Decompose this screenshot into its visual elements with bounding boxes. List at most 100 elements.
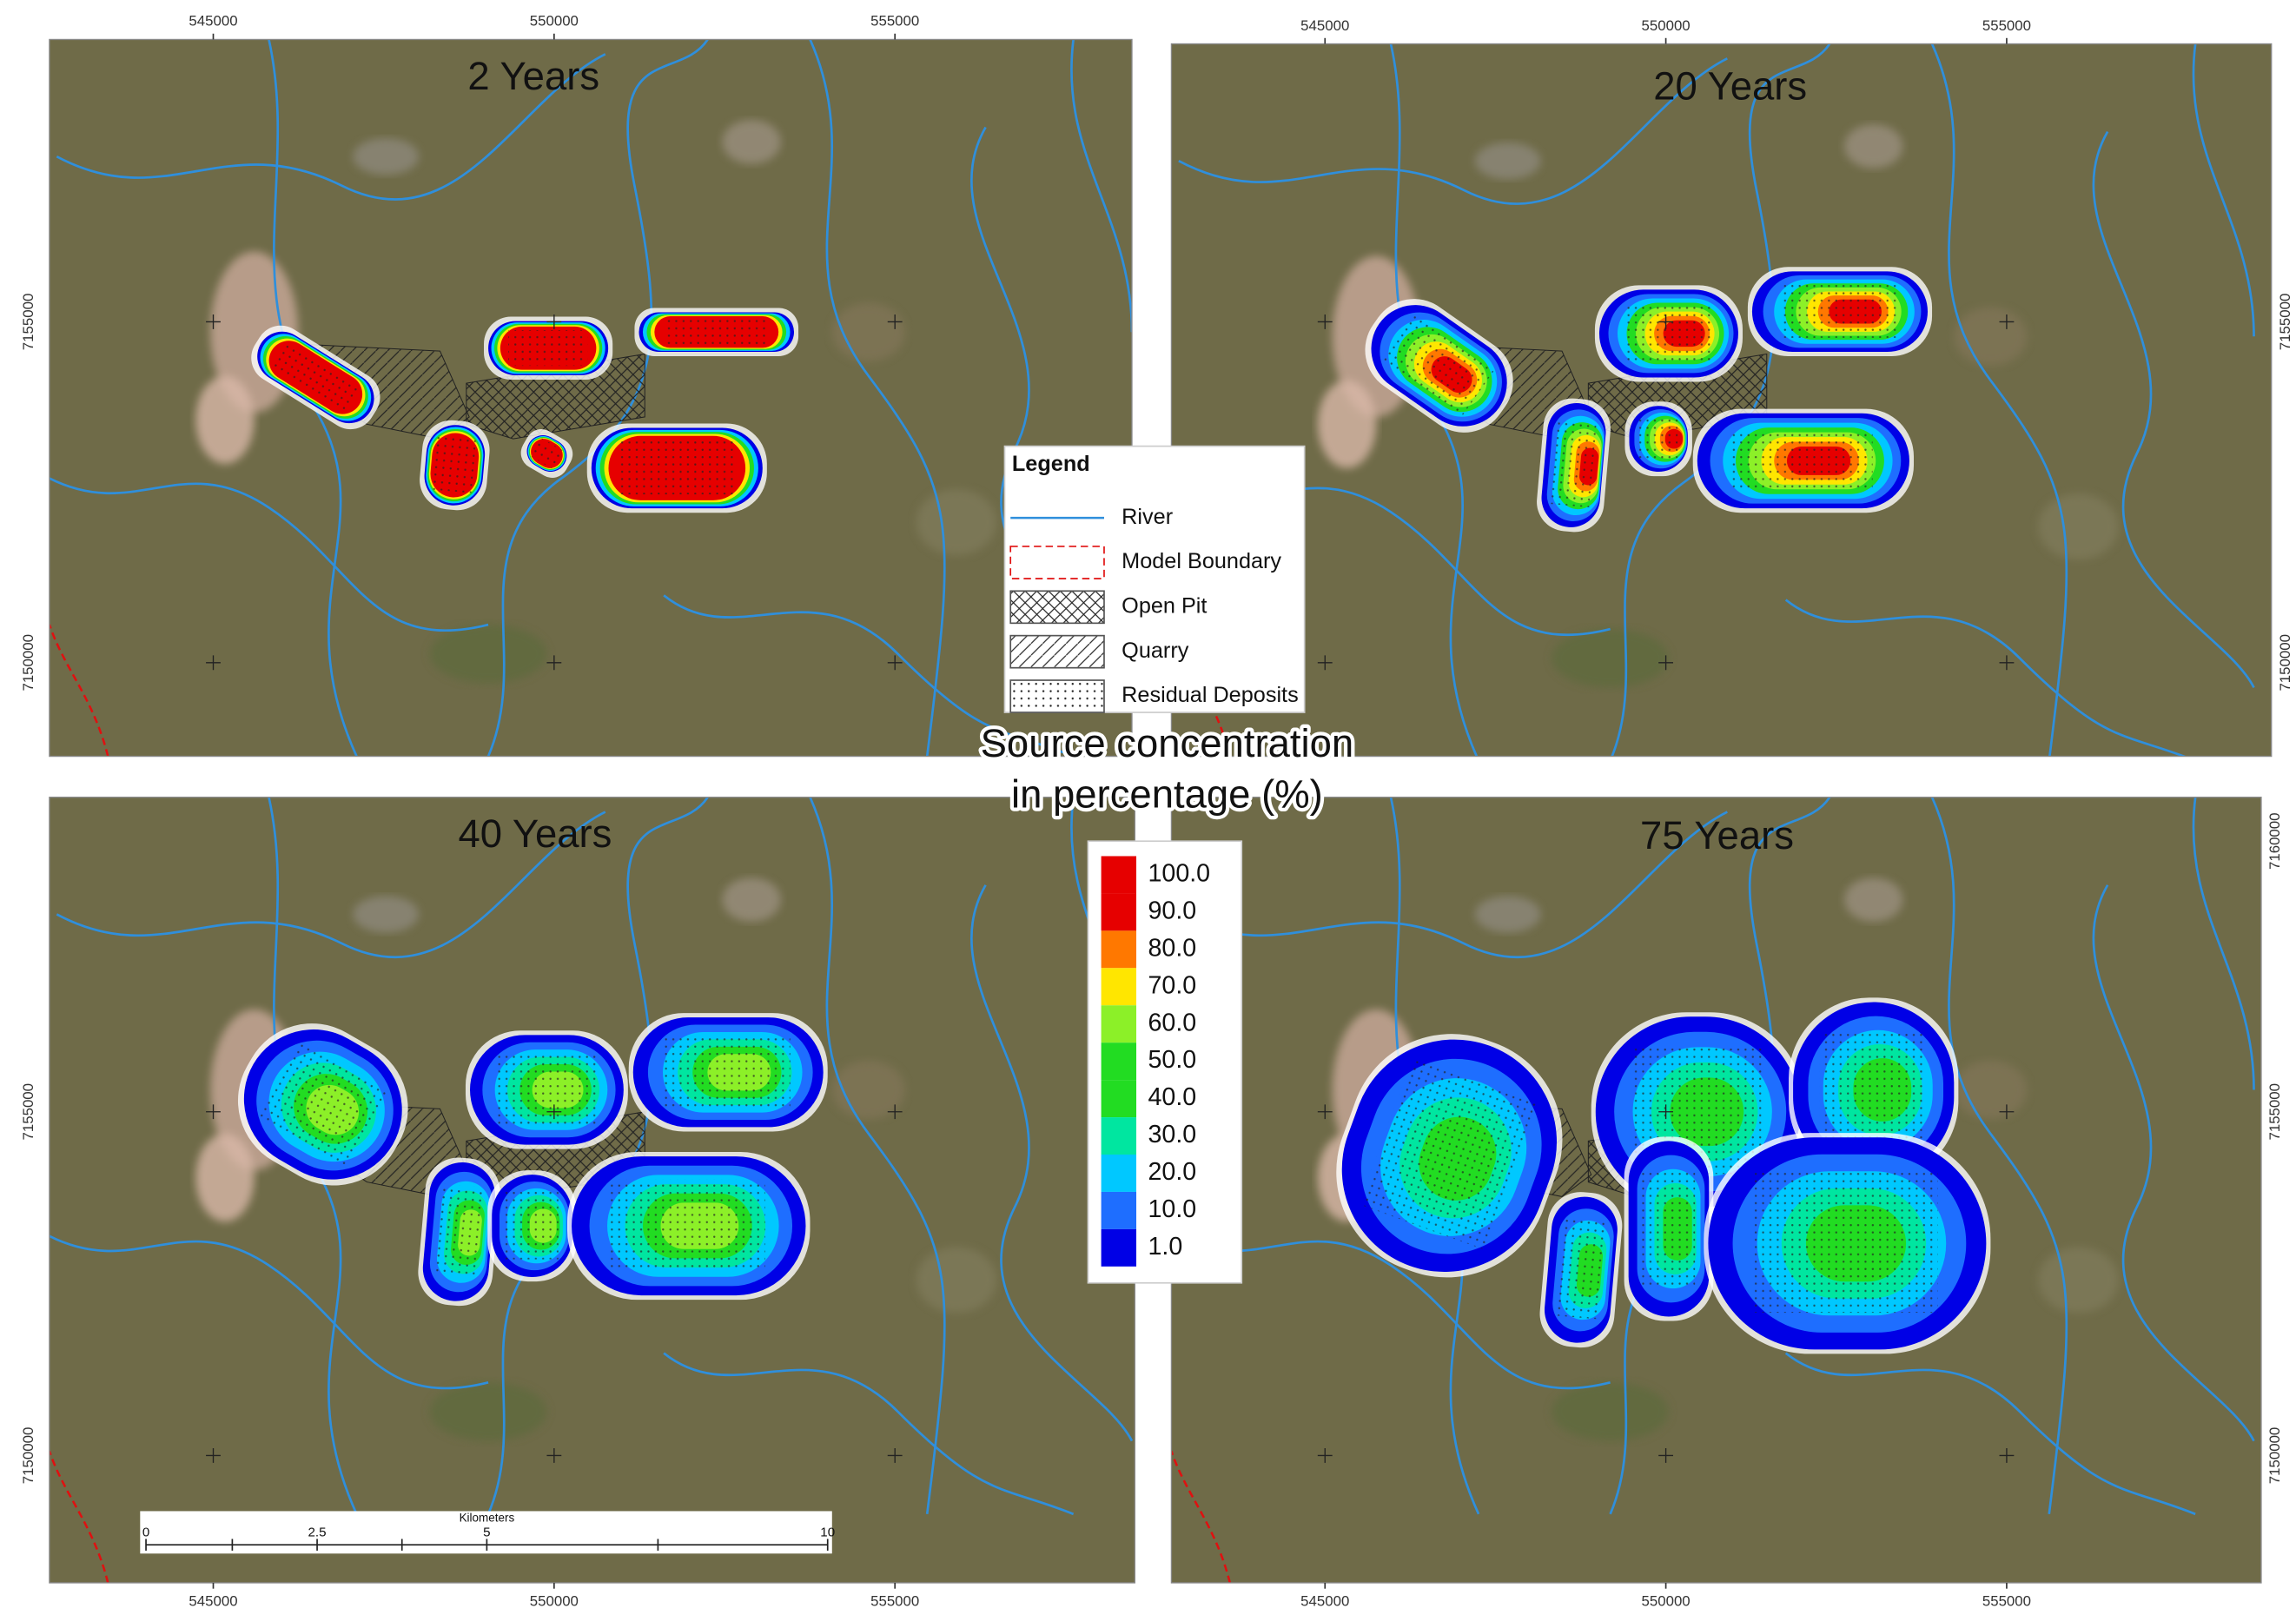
residual-deposit: [506, 1192, 559, 1260]
x-coordinate-label: 545000: [189, 1592, 237, 1609]
terrain-patch: [353, 138, 419, 175]
x-coordinate-label: 550000: [530, 13, 579, 30]
color-scale-label: 20.0: [1148, 1158, 1197, 1186]
residual-deposit: [1623, 304, 1715, 362]
terrain-patch: [195, 1134, 254, 1221]
color-swatch: [1102, 1155, 1136, 1192]
y-coordinate-label: 7150000: [2266, 1427, 2283, 1485]
plume: [1537, 1189, 1624, 1350]
plume: [1624, 401, 1691, 476]
color-scale-label: 90.0: [1148, 897, 1197, 924]
x-coordinate-label: 545000: [1300, 17, 1349, 34]
residual-deposit: [1639, 417, 1677, 460]
panel-content: [50, 798, 1135, 1583]
residual-deposit: [611, 1180, 765, 1272]
terrain-patch: [916, 1248, 997, 1314]
color-swatch: [1102, 893, 1136, 930]
y-coordinate-label: 7160000: [2266, 812, 2283, 870]
terrain-patch: [430, 1382, 547, 1440]
residual-deposit: [665, 1036, 790, 1108]
plume: [1693, 409, 1914, 513]
legend: Legend River Model Boundary Open Pit Quarry R…: [1004, 447, 1304, 712]
plume: [1534, 396, 1613, 534]
residual-deposit: [1782, 285, 1897, 338]
legend-title: Legend: [1012, 452, 1090, 476]
color-swatch: [1102, 1005, 1136, 1042]
panel-content: [50, 39, 1132, 756]
y-coordinate-label: 7155000: [20, 294, 36, 351]
legend-label: Open Pit: [1122, 593, 1207, 618]
residual-deposit: [495, 1053, 597, 1125]
legend-label: Quarry: [1122, 639, 1189, 663]
plume: [1595, 285, 1743, 381]
x-coordinate-label: 545000: [189, 13, 237, 30]
terrain-patch: [2038, 493, 2119, 559]
plume: [634, 308, 798, 356]
color-scale-label: 50.0: [1148, 1046, 1197, 1074]
plume: [1624, 1136, 1714, 1320]
color-swatch: [1102, 856, 1136, 893]
color-swatch: [1102, 930, 1136, 968]
residual-deposit: [1551, 422, 1597, 507]
color-scale-label: 10.0: [1148, 1195, 1197, 1223]
legend-label: River: [1122, 505, 1173, 529]
x-coordinate-label: 550000: [1642, 1592, 1691, 1609]
color-scale-label: 70.0: [1148, 971, 1197, 999]
color-scale-label: 1.0: [1148, 1233, 1183, 1261]
terrain-patch: [1844, 124, 1902, 169]
x-coordinate-label: 550000: [530, 1592, 579, 1609]
residual-deposit: [433, 437, 476, 493]
x-coordinate-label: 545000: [1300, 1592, 1349, 1609]
plume: [587, 423, 767, 513]
residual-deposit: [508, 330, 587, 366]
terrain-patch: [1844, 877, 1902, 922]
residual-deposit: [1820, 1031, 1926, 1147]
scale-bar-title: Kilometers: [460, 1511, 515, 1524]
panel-content: [1171, 798, 2260, 1583]
y-coordinate-label: 7150000: [2277, 634, 2293, 692]
y-coordinate-label: 7155000: [2277, 294, 2293, 351]
panel-title: 75 Years: [1640, 813, 1794, 857]
panel-title: 20 Years: [1653, 64, 1807, 109]
terrain-patch: [353, 896, 419, 932]
legend-label: Residual Deposits: [1122, 683, 1299, 707]
x-coordinate-label: 550000: [1642, 17, 1691, 34]
residual-deposit: [620, 441, 733, 494]
terrain-patch: [722, 877, 780, 922]
scale-bar-label: 2.5: [308, 1526, 327, 1540]
panel-title: 2 Years: [467, 54, 599, 98]
color-scale-label: 80.0: [1148, 934, 1197, 962]
legend-symbol: [1010, 591, 1104, 623]
terrain-patch: [1552, 1382, 1669, 1440]
color-swatch: [1102, 968, 1136, 1005]
terrain-patch: [1475, 142, 1541, 179]
plume: [417, 418, 492, 513]
terrain-patch: [1552, 629, 1669, 687]
map-panel: 2 Years54500055000055500071500007155000: [20, 13, 1132, 757]
plume: [567, 1152, 811, 1300]
plume: [1748, 267, 1932, 356]
color-swatch: [1102, 1080, 1136, 1117]
plume: [484, 317, 612, 380]
residual-deposit: [433, 1184, 485, 1280]
y-coordinate-label: 7150000: [20, 634, 36, 692]
residual-deposit: [1642, 1170, 1695, 1286]
panel-content: [1171, 44, 2271, 761]
x-coordinate-label: 555000: [1982, 1592, 2031, 1609]
legend-label: Model Boundary: [1122, 549, 1281, 573]
map-panel: 40 Years54500055000055500071500007155000: [20, 798, 1135, 1610]
x-coordinate-label: 555000: [870, 1592, 919, 1609]
panel-title: 40 Years: [458, 811, 612, 856]
plume: [1704, 1133, 1990, 1354]
color-swatch: [1102, 1117, 1136, 1155]
residual-deposit: [665, 319, 767, 345]
terrain-patch: [722, 120, 780, 164]
terrain-patch: [916, 489, 997, 555]
terrain-patch: [1318, 381, 1376, 468]
color-swatch: [1102, 1192, 1136, 1229]
plume: [487, 1170, 577, 1281]
residual-deposit: [1732, 429, 1872, 492]
figure: 2 Years 545000 550000 555000 7150000 7155000 2…: [0, 0, 2296, 1615]
